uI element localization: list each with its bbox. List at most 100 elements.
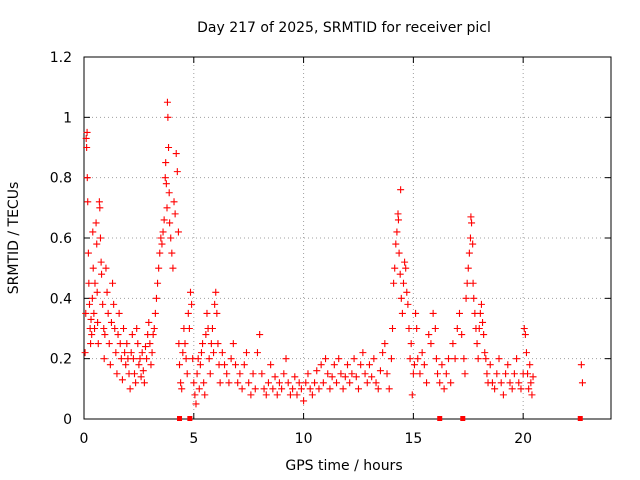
data-point	[165, 189, 173, 197]
data-point	[260, 385, 268, 393]
data-point	[389, 325, 397, 332]
data-point	[199, 340, 207, 348]
data-point	[163, 98, 171, 106]
data-point	[123, 340, 131, 348]
data-point	[470, 294, 478, 302]
data-point	[405, 325, 413, 332]
data-point	[348, 370, 356, 378]
data-point	[85, 279, 93, 287]
data-point	[200, 379, 208, 387]
data-point	[497, 379, 505, 387]
data-point	[177, 379, 185, 387]
data-point	[88, 331, 96, 339]
data-point	[393, 228, 401, 236]
data-point	[493, 370, 501, 378]
data-point	[221, 361, 229, 369]
data-point	[143, 355, 151, 363]
data-point	[293, 391, 301, 399]
y-tick-label: 0.8	[50, 171, 72, 187]
data-point	[464, 264, 472, 272]
data-point	[412, 309, 420, 317]
y-tick-label: 0.6	[50, 231, 72, 247]
data-point	[350, 355, 358, 363]
data-point	[145, 318, 153, 326]
data-point	[202, 331, 210, 339]
data-point	[300, 397, 308, 405]
data-point	[101, 331, 109, 339]
data-point	[429, 309, 437, 317]
data-point	[502, 370, 510, 378]
data-point	[442, 370, 450, 378]
data-point	[227, 355, 235, 363]
data-point	[89, 228, 97, 236]
data-point	[289, 385, 297, 393]
y-tick-label: 1	[63, 110, 72, 126]
data-point	[184, 309, 192, 317]
data-point	[467, 213, 475, 221]
data-point	[476, 309, 484, 317]
data-point	[133, 325, 141, 332]
data-point	[140, 379, 148, 387]
data-point	[339, 385, 347, 393]
data-point	[404, 300, 412, 308]
data-point	[188, 300, 196, 308]
data-point	[302, 379, 310, 387]
data-point	[126, 385, 134, 393]
data-point	[396, 270, 404, 278]
data-point	[88, 294, 96, 302]
data-point	[102, 264, 110, 272]
data-point	[186, 288, 194, 296]
data-point	[469, 240, 477, 248]
data-point	[466, 234, 474, 242]
data-point-zero	[577, 416, 583, 421]
data-point	[317, 361, 325, 369]
data-point	[376, 367, 384, 375]
data-point	[359, 349, 367, 357]
data-point	[98, 270, 106, 278]
data-point	[363, 379, 371, 387]
data-point	[214, 340, 222, 348]
data-point	[374, 385, 382, 393]
data-point	[526, 361, 534, 369]
data-point	[499, 391, 507, 399]
data-point	[578, 379, 586, 387]
data-point	[85, 300, 93, 308]
data-point	[236, 370, 244, 378]
data-point	[258, 370, 266, 378]
data-point	[431, 325, 439, 332]
data-point	[407, 340, 415, 348]
data-point	[267, 361, 275, 369]
data-point	[370, 355, 378, 363]
data-point	[449, 340, 457, 348]
data-point	[420, 361, 428, 369]
data-point	[322, 355, 330, 363]
data-point	[438, 361, 446, 369]
data-point	[517, 385, 525, 393]
data-point	[506, 379, 514, 387]
x-axis-label: GPS time / hours	[285, 458, 402, 474]
data-point	[335, 355, 343, 363]
data-point	[521, 331, 529, 339]
data-point	[315, 385, 323, 393]
data-point	[451, 355, 459, 363]
data-point	[311, 379, 319, 387]
data-point	[151, 309, 159, 317]
data-point	[112, 349, 120, 357]
data-point	[529, 373, 537, 381]
data-point	[193, 370, 201, 378]
data-point	[100, 325, 108, 332]
data-point	[409, 370, 417, 378]
data-point	[179, 349, 187, 357]
data-point	[391, 264, 399, 272]
data-point	[357, 361, 365, 369]
data-point	[96, 204, 104, 212]
data-point	[381, 340, 389, 348]
data-point	[455, 309, 463, 317]
data-point	[113, 370, 121, 378]
data-point	[154, 279, 162, 287]
data-point	[440, 385, 448, 393]
data-point	[408, 391, 416, 399]
data-point	[436, 379, 444, 387]
data-point	[453, 325, 461, 332]
data-point	[527, 379, 535, 387]
